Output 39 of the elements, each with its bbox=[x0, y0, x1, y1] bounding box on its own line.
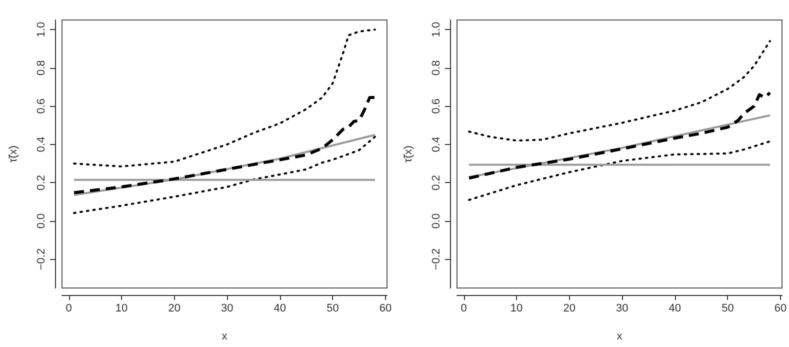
y-tick-label: 0.0 bbox=[36, 213, 48, 229]
line-series bbox=[467, 91, 771, 180]
x-tick-label: 10 bbox=[115, 302, 128, 314]
y-tick-label: 1.0 bbox=[430, 22, 442, 38]
line-series bbox=[468, 140, 770, 201]
y-tick-label: −0.2 bbox=[430, 248, 442, 270]
x-tick-label: 30 bbox=[616, 302, 628, 314]
y-tick-label: 0.4 bbox=[36, 136, 48, 152]
x-tick-label: 60 bbox=[774, 302, 786, 314]
x-tick-label: 0 bbox=[460, 302, 466, 314]
x-tick-label: 40 bbox=[668, 302, 681, 314]
y-tick-label: 0.8 bbox=[430, 60, 442, 76]
y-axis-title: τ̃(x) bbox=[8, 145, 20, 163]
x-tick-label: 60 bbox=[379, 302, 392, 314]
x-tick-label: 0 bbox=[66, 302, 72, 314]
x-tick-label: 40 bbox=[274, 302, 286, 314]
y-axis-title: τ̃(x) bbox=[402, 145, 414, 163]
y-tick-label: 0.2 bbox=[430, 175, 442, 190]
x-axis-title: x bbox=[222, 330, 228, 342]
line-series bbox=[73, 134, 376, 196]
line-series bbox=[73, 136, 376, 214]
y-tick-label: 0.4 bbox=[430, 136, 442, 152]
line-series bbox=[73, 28, 376, 168]
x-axis-title: x bbox=[616, 330, 622, 342]
y-tick-label: 0.6 bbox=[430, 98, 442, 114]
line-series bbox=[72, 96, 376, 194]
x-tick-label: 50 bbox=[721, 302, 734, 314]
x-tick-label: 50 bbox=[326, 302, 339, 314]
y-tick-label: 0.2 bbox=[36, 175, 48, 190]
x-tick-label: 10 bbox=[510, 302, 522, 314]
y-tick-label: 0.6 bbox=[36, 98, 48, 114]
x-tick-label: 30 bbox=[221, 302, 234, 314]
y-tick-label: 1.0 bbox=[36, 22, 48, 38]
x-tick-label: 20 bbox=[168, 302, 180, 314]
y-tick-label: 0.0 bbox=[430, 213, 442, 229]
y-tick-label: 0.8 bbox=[36, 60, 48, 76]
line-series bbox=[468, 40, 770, 142]
y-tick-label: −0.2 bbox=[36, 248, 48, 270]
x-tick-label: 20 bbox=[562, 302, 575, 314]
